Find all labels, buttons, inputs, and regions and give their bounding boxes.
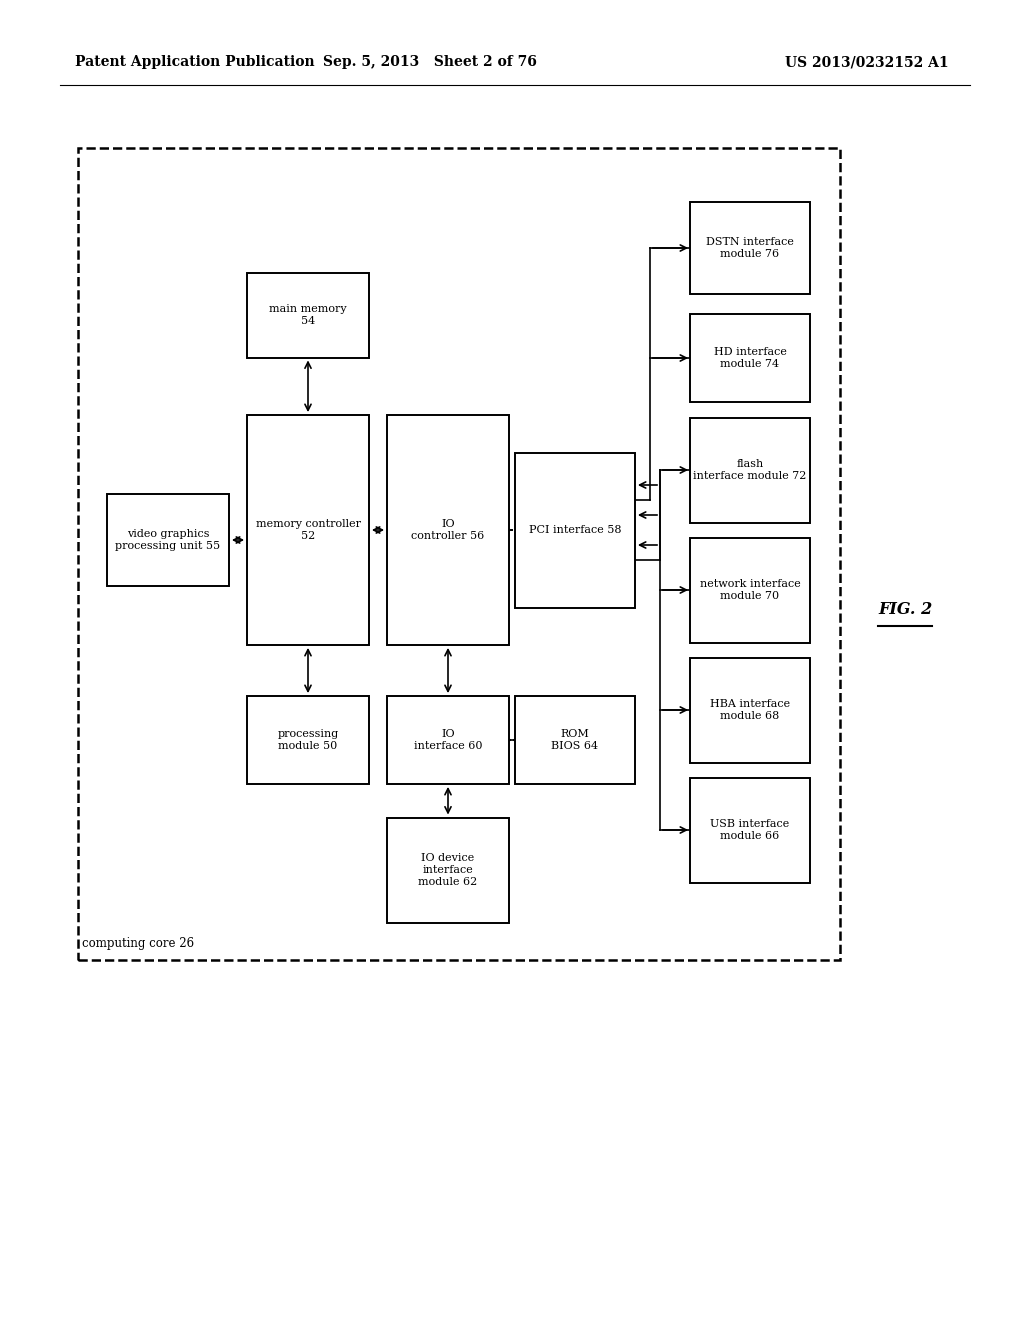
Bar <box>690 657 810 763</box>
Bar <box>387 414 509 645</box>
Text: DSTN interface
module 76: DSTN interface module 76 <box>707 238 794 259</box>
Text: PCI interface 58: PCI interface 58 <box>528 525 622 535</box>
Text: main memory
54: main memory 54 <box>269 304 347 326</box>
Text: Sep. 5, 2013   Sheet 2 of 76: Sep. 5, 2013 Sheet 2 of 76 <box>323 55 537 69</box>
Text: Patent Application Publication: Patent Application Publication <box>75 55 314 69</box>
Text: network interface
module 70: network interface module 70 <box>699 579 801 601</box>
Bar <box>387 817 509 923</box>
Text: US 2013/0232152 A1: US 2013/0232152 A1 <box>785 55 948 69</box>
Text: flash
interface module 72: flash interface module 72 <box>693 459 807 480</box>
Bar <box>690 417 810 523</box>
Bar <box>690 777 810 883</box>
Bar <box>690 537 810 643</box>
Text: HD interface
module 74: HD interface module 74 <box>714 347 786 368</box>
Text: video graphics
processing unit 55: video graphics processing unit 55 <box>116 529 220 550</box>
Bar <box>106 494 229 586</box>
Bar <box>515 453 635 607</box>
Text: IO device
interface
module 62: IO device interface module 62 <box>419 854 477 887</box>
Bar <box>78 148 840 960</box>
Bar <box>247 414 369 645</box>
Text: IO
interface 60: IO interface 60 <box>414 729 482 751</box>
Text: computing core 26: computing core 26 <box>82 937 195 950</box>
Text: processing
module 50: processing module 50 <box>278 729 339 751</box>
Text: memory controller
52: memory controller 52 <box>256 519 360 541</box>
Bar <box>247 696 369 784</box>
Bar <box>247 272 369 358</box>
Bar <box>515 696 635 784</box>
Text: HBA interface
module 68: HBA interface module 68 <box>710 700 791 721</box>
Bar <box>690 314 810 403</box>
Text: IO
controller 56: IO controller 56 <box>412 519 484 541</box>
Text: FIG. 2: FIG. 2 <box>878 602 932 619</box>
Text: USB interface
module 66: USB interface module 66 <box>711 820 790 841</box>
Bar <box>690 202 810 294</box>
Bar <box>387 696 509 784</box>
Text: ROM
BIOS 64: ROM BIOS 64 <box>552 729 599 751</box>
